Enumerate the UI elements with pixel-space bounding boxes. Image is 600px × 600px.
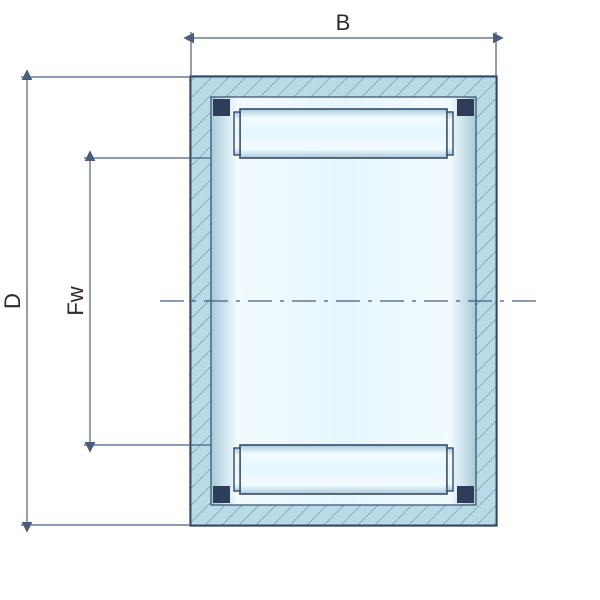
retainer-corner <box>213 99 230 116</box>
retainer-corner <box>457 99 474 116</box>
retainer-corner <box>457 486 474 503</box>
dimension-B-label: B <box>336 10 351 35</box>
bearing-cross-section-diagram: B D Fw <box>0 0 600 600</box>
dimension-B: B <box>191 10 496 77</box>
retainer-corner <box>213 486 230 503</box>
roller-top <box>234 109 453 158</box>
dimension-Fw: Fw <box>63 158 211 445</box>
roller-bottom <box>234 445 453 494</box>
dimension-Fw-label: Fw <box>63 286 88 315</box>
dimension-D-label: D <box>0 293 25 309</box>
